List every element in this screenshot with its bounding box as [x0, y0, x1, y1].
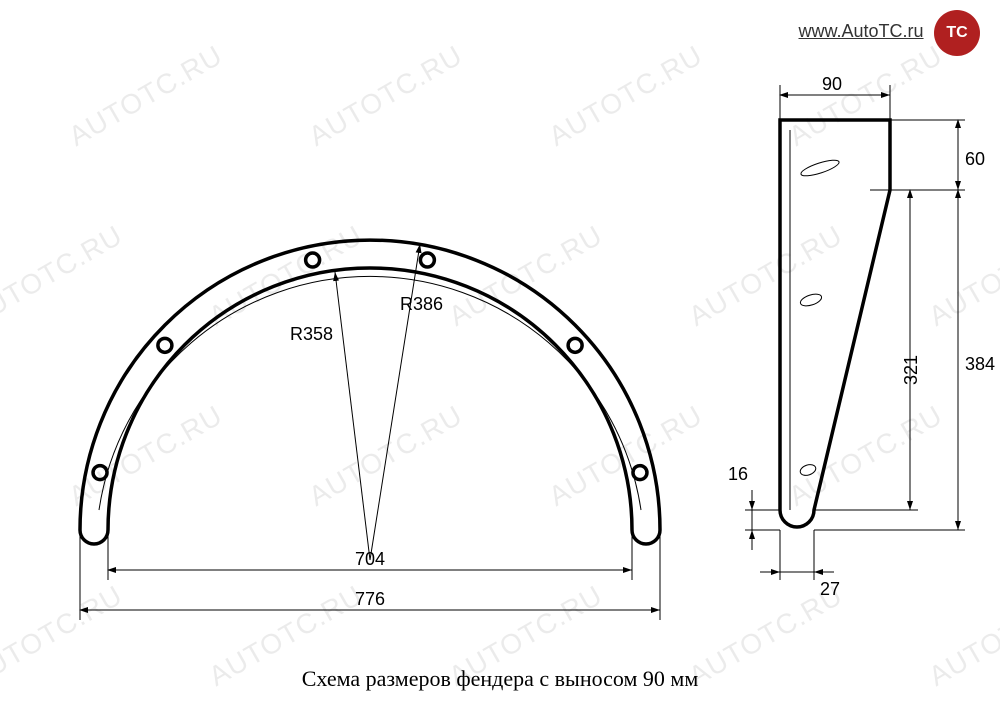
arr-27-r [814, 569, 823, 575]
label-704: 704 [355, 549, 385, 569]
side-slot [799, 463, 817, 477]
label-r386: R386 [400, 294, 443, 314]
label-16: 16 [728, 464, 748, 484]
label-776: 776 [355, 589, 385, 609]
arr-16-b [749, 530, 755, 539]
label-321: 321 [901, 355, 921, 385]
label-60: 60 [965, 149, 985, 169]
mounting-hole [633, 466, 647, 480]
side-slot [799, 292, 823, 308]
label-384: 384 [965, 354, 995, 374]
mounting-hole [420, 253, 434, 267]
label-r358: R358 [290, 324, 333, 344]
drawing-svg: R358 R386 704 776 90 60 384 [0, 0, 1000, 712]
left-endcap [80, 530, 108, 544]
radius-leader-outer [370, 244, 420, 560]
mounting-hole [568, 338, 582, 352]
mounting-hole [158, 338, 172, 352]
outer-arc [80, 240, 660, 530]
label-27: 27 [820, 579, 840, 599]
mounting-holes [93, 253, 647, 480]
caption-text: Схема размеров фендера с выносом 90 мм [0, 666, 1000, 692]
mounting-hole [93, 466, 107, 480]
right-endcap [632, 530, 660, 544]
side-slot [799, 157, 840, 179]
arr-27-l [771, 569, 780, 575]
arr-16-t [749, 501, 755, 510]
side-outline [780, 120, 890, 527]
front-view: R358 R386 704 776 [80, 240, 660, 620]
side-view: 90 60 384 321 16 27 [728, 74, 995, 599]
mounting-hole [306, 253, 320, 267]
radius-leader-inner [335, 272, 370, 560]
label-90: 90 [822, 74, 842, 94]
